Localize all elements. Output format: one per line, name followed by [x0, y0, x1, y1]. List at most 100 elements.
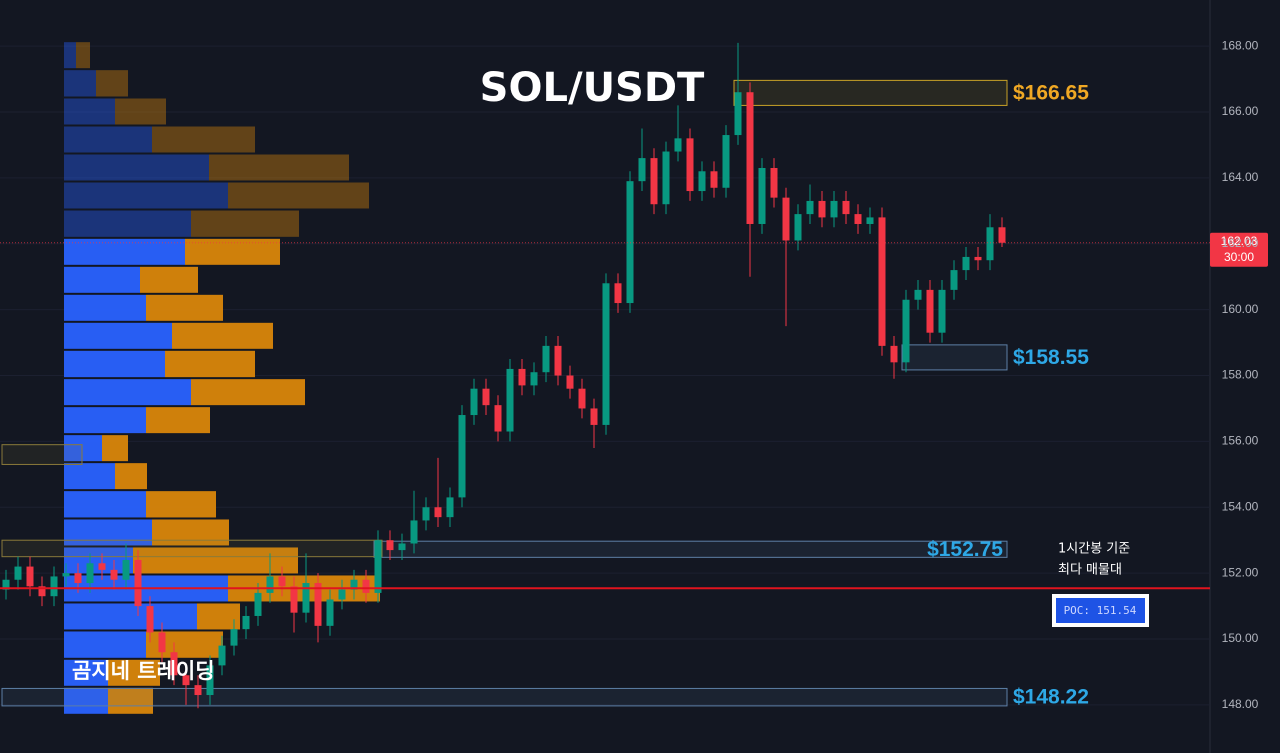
candle-body	[194, 685, 202, 696]
candle-body	[638, 158, 646, 182]
y-tick-label: 156.00	[1222, 434, 1259, 448]
candle-body	[62, 573, 70, 577]
candle-body	[962, 256, 970, 271]
profile-buy	[64, 154, 209, 181]
candle-body	[326, 599, 334, 626]
zone	[733, 79, 1008, 106]
candle-body	[2, 579, 10, 590]
profile-sell	[108, 659, 160, 686]
candle-body	[698, 171, 706, 192]
profile-sell	[197, 603, 240, 630]
candle-body	[854, 214, 862, 224]
candle-body	[314, 583, 322, 626]
candle-body	[662, 151, 670, 205]
candle-body	[986, 227, 994, 261]
profile-sell	[115, 98, 166, 125]
candle-body	[902, 299, 910, 363]
candle-body	[566, 375, 574, 389]
profile-buy	[64, 42, 76, 69]
candle-body	[794, 214, 802, 241]
candle-body	[818, 200, 826, 218]
last-price-tag	[1210, 232, 1268, 267]
candle-body	[266, 576, 274, 593]
candle-body	[74, 573, 82, 584]
poc-box	[1056, 598, 1145, 623]
profile-buy	[64, 294, 146, 321]
candle-body	[386, 540, 394, 551]
poc-label: POC: 151.54	[1064, 604, 1137, 617]
profile-sell	[152, 519, 229, 546]
candle-body	[38, 586, 46, 597]
profile-sell	[172, 322, 273, 349]
candle-body	[134, 559, 142, 607]
candle-body	[494, 405, 502, 432]
candle-body	[230, 629, 238, 646]
candle-body	[878, 217, 886, 346]
candle-body	[98, 563, 106, 570]
candle-body	[590, 408, 598, 425]
candle-body	[830, 200, 838, 218]
profile-sell	[96, 70, 128, 97]
profile-buy	[64, 491, 146, 518]
candle-body	[158, 632, 166, 653]
candle-body	[782, 197, 790, 241]
candle-body	[578, 388, 586, 409]
profile-buy	[64, 350, 165, 378]
annotation: 1시간봉 기준	[1058, 542, 1130, 557]
zone-label: $152.75	[927, 538, 1003, 561]
profile-buy	[64, 435, 102, 462]
candle-body	[614, 283, 622, 304]
candle-body	[998, 227, 1006, 243]
candle-body	[626, 181, 634, 304]
candle-body	[86, 563, 94, 584]
y-tick-label: 164.00	[1222, 170, 1259, 184]
zone	[901, 344, 1008, 371]
candle-body	[722, 135, 730, 188]
candle-body	[458, 415, 466, 498]
candle-body	[806, 200, 814, 215]
y-tick-label: 158.00	[1222, 368, 1259, 382]
candle-body	[842, 200, 850, 215]
profile-sell	[152, 126, 255, 153]
candle-body	[950, 270, 958, 290]
profile-sell	[228, 182, 369, 209]
zone-label: $158.55	[1013, 346, 1089, 369]
profile-sell	[108, 687, 153, 714]
y-tick-label: 166.00	[1222, 104, 1259, 118]
candle-body	[410, 520, 418, 544]
candle-body	[734, 92, 742, 136]
last-price-label: 162.03	[1221, 234, 1258, 248]
candle-body	[218, 645, 226, 666]
profile-sell	[76, 42, 90, 69]
candle-body	[290, 586, 298, 613]
profile-sell	[146, 407, 210, 434]
y-tick-label: 168.00	[1222, 38, 1259, 52]
annotation: 최다 매물대	[1058, 563, 1122, 578]
candle-body	[278, 576, 286, 587]
candle-body	[170, 652, 178, 676]
candle-body	[758, 167, 766, 224]
candle-body	[434, 507, 442, 518]
candle-body	[122, 559, 130, 580]
profile-sell	[140, 266, 198, 293]
candle-body	[770, 167, 778, 198]
candle-body	[602, 283, 610, 425]
zone	[1, 539, 383, 558]
watermark: 곰지네 트레이딩	[72, 659, 215, 683]
zone	[373, 540, 1008, 558]
candle-body	[350, 579, 358, 590]
profile-buy	[64, 70, 96, 97]
candle-body	[26, 566, 34, 587]
candle-body	[938, 289, 946, 333]
candle-body	[482, 388, 490, 406]
candle-body	[506, 368, 514, 432]
y-tick-label: 150.00	[1222, 631, 1259, 645]
profile-sell	[146, 294, 223, 321]
profile-buy	[64, 659, 108, 686]
profile-sell	[209, 154, 349, 181]
candle-body	[650, 158, 658, 205]
profile-buy	[64, 238, 185, 265]
profile-buy	[64, 519, 152, 546]
profile-sell	[146, 631, 223, 658]
profile-buy	[64, 631, 146, 658]
